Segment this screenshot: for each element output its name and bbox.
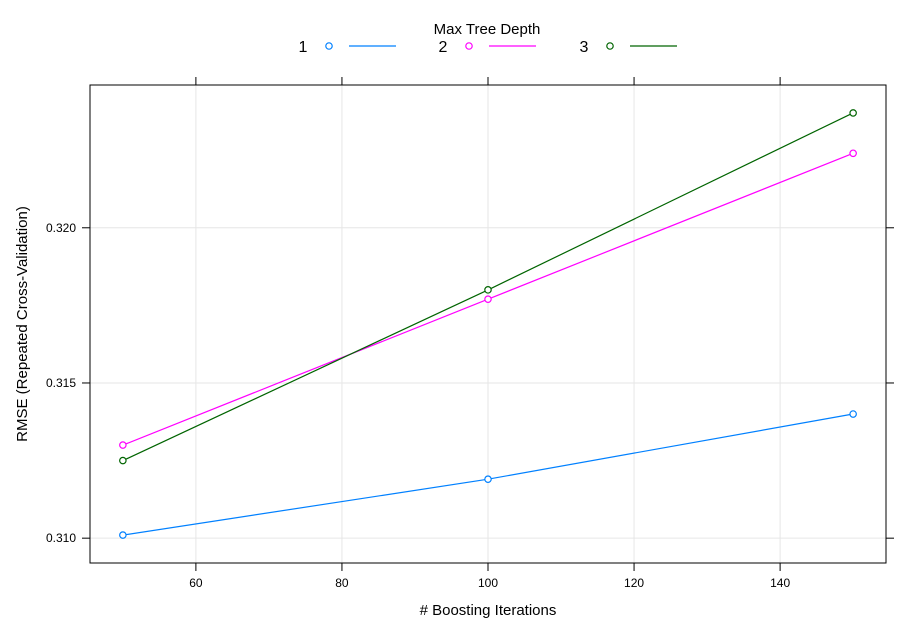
x-tick-label-0: 60 — [189, 576, 203, 590]
data-point-2-0 — [119, 441, 127, 449]
legend-marker-1 — [325, 42, 333, 50]
y-tick-label-1: 0.315 — [46, 376, 76, 390]
y-tick-label-0: 0.310 — [46, 531, 76, 545]
legend-label-2: 2 — [439, 39, 448, 56]
legend-marker-2 — [465, 42, 473, 50]
x-tick-label-1: 80 — [335, 576, 349, 590]
axis-ticks: 60 80 100 120 140 0.310 0.315 0.320 — [46, 77, 894, 590]
legend-label-3: 3 — [580, 39, 589, 56]
legend-title: Max Tree Depth — [434, 21, 541, 38]
x-tick-label-3: 120 — [624, 576, 644, 590]
data-point-1-0 — [119, 531, 127, 539]
x-tick-label-4: 140 — [770, 576, 790, 590]
data-point-2-1 — [484, 295, 492, 303]
y-axis-title: RMSE (Repeated Cross-Validation) — [14, 206, 31, 442]
legend: Max Tree Depth 1 2 3 — [299, 21, 677, 56]
data-point-3-2 — [849, 109, 857, 117]
legend-marker-3 — [606, 42, 614, 50]
legend-items: 1 2 3 — [299, 39, 677, 56]
gridlines — [90, 85, 886, 563]
legend-label-1: 1 — [299, 39, 308, 56]
series-layer — [119, 109, 857, 539]
data-point-1-2 — [849, 410, 857, 418]
data-point-1-1 — [484, 475, 492, 483]
data-point-2-2 — [849, 149, 857, 158]
data-point-3-1 — [484, 286, 492, 294]
x-axis-title: # Boosting Iterations — [420, 602, 557, 619]
x-tick-label-2: 100 — [478, 576, 498, 590]
y-tick-label-2: 0.320 — [46, 221, 76, 235]
data-point-3-0 — [119, 456, 127, 465]
